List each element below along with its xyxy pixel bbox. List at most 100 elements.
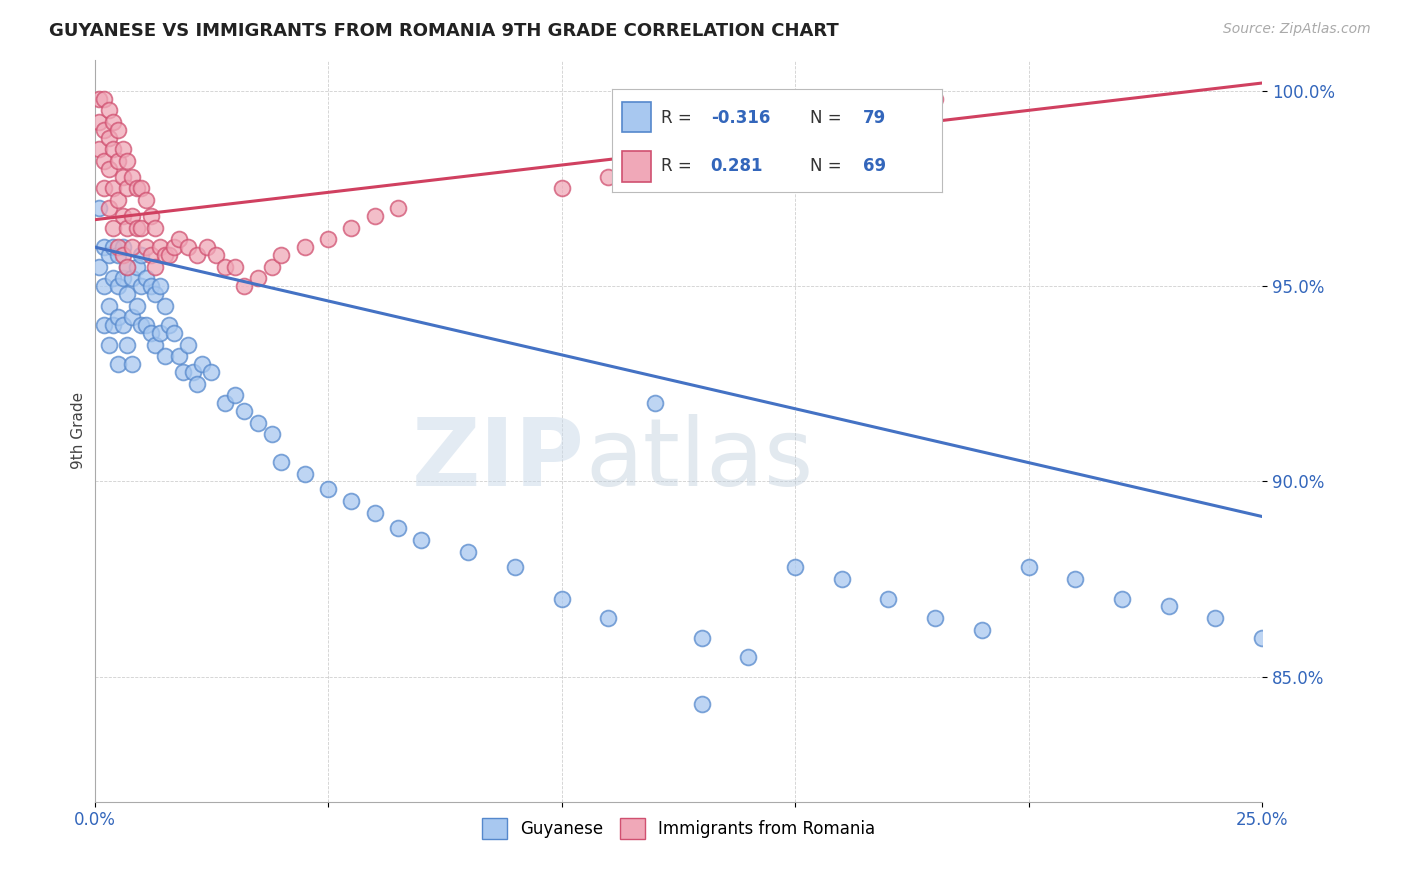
Text: 79: 79	[863, 109, 886, 127]
Point	[690, 697, 713, 711]
Point	[737, 650, 759, 665]
Point	[177, 337, 200, 351]
Point	[93, 181, 115, 195]
Point	[125, 181, 148, 195]
Point	[186, 248, 208, 262]
Point	[103, 240, 125, 254]
Point	[121, 357, 143, 371]
Point	[224, 260, 246, 274]
Point	[111, 143, 134, 157]
Point	[149, 279, 172, 293]
Point	[550, 591, 572, 606]
Point	[247, 416, 270, 430]
Point	[117, 154, 139, 169]
Point	[103, 115, 125, 129]
Point	[111, 271, 134, 285]
Point	[503, 560, 526, 574]
Point	[233, 404, 256, 418]
Point	[387, 521, 409, 535]
Point	[97, 103, 120, 118]
Point	[89, 143, 111, 157]
Point	[103, 181, 125, 195]
Point	[550, 181, 572, 195]
Point	[107, 193, 129, 207]
Point	[129, 181, 152, 195]
FancyBboxPatch shape	[621, 151, 651, 181]
Point	[139, 209, 162, 223]
Point	[1204, 611, 1226, 625]
Point	[163, 240, 186, 254]
Point	[157, 248, 180, 262]
Point	[224, 388, 246, 402]
Point	[153, 350, 176, 364]
Point	[97, 130, 120, 145]
Point	[167, 350, 190, 364]
Point	[143, 286, 166, 301]
Point	[644, 396, 666, 410]
Point	[598, 611, 620, 625]
Point	[1018, 560, 1040, 574]
Point	[167, 232, 190, 246]
Point	[831, 572, 853, 586]
Point	[149, 240, 172, 254]
Point	[191, 357, 214, 371]
Point	[135, 193, 157, 207]
Point	[125, 299, 148, 313]
Point	[117, 260, 139, 274]
Point	[93, 123, 115, 137]
Text: ZIP: ZIP	[412, 414, 585, 507]
Point	[783, 560, 806, 574]
Point	[107, 123, 129, 137]
Point	[117, 181, 139, 195]
Point	[89, 92, 111, 106]
Text: R =: R =	[661, 157, 703, 175]
Point	[107, 154, 129, 169]
Point	[214, 396, 236, 410]
Point	[143, 260, 166, 274]
Point	[97, 248, 120, 262]
Point	[294, 240, 316, 254]
Point	[93, 154, 115, 169]
Point	[877, 591, 900, 606]
Point	[107, 240, 129, 254]
Point	[340, 220, 363, 235]
Point	[139, 279, 162, 293]
Point	[364, 506, 387, 520]
Point	[831, 123, 853, 137]
Point	[111, 209, 134, 223]
Point	[139, 248, 162, 262]
Point	[111, 318, 134, 333]
Point	[107, 248, 129, 262]
Point	[316, 232, 339, 246]
Point	[316, 482, 339, 496]
Point	[270, 455, 292, 469]
Point	[97, 161, 120, 176]
Point	[121, 169, 143, 184]
Point	[411, 533, 433, 547]
Point	[107, 357, 129, 371]
Point	[107, 279, 129, 293]
Point	[200, 365, 222, 379]
Point	[129, 279, 152, 293]
Point	[121, 310, 143, 325]
Point	[139, 326, 162, 340]
Point	[172, 365, 194, 379]
Point	[129, 248, 152, 262]
Text: atlas: atlas	[585, 414, 813, 507]
Point	[1111, 591, 1133, 606]
Text: -0.316: -0.316	[710, 109, 770, 127]
Point	[1064, 572, 1087, 586]
Point	[205, 248, 228, 262]
Point	[89, 201, 111, 215]
Point	[181, 365, 204, 379]
Point	[143, 220, 166, 235]
Point	[143, 337, 166, 351]
Point	[103, 318, 125, 333]
Point	[121, 271, 143, 285]
Point	[117, 260, 139, 274]
Point	[103, 271, 125, 285]
Point	[117, 286, 139, 301]
Text: R =: R =	[661, 109, 697, 127]
Point	[153, 248, 176, 262]
Point	[233, 279, 256, 293]
